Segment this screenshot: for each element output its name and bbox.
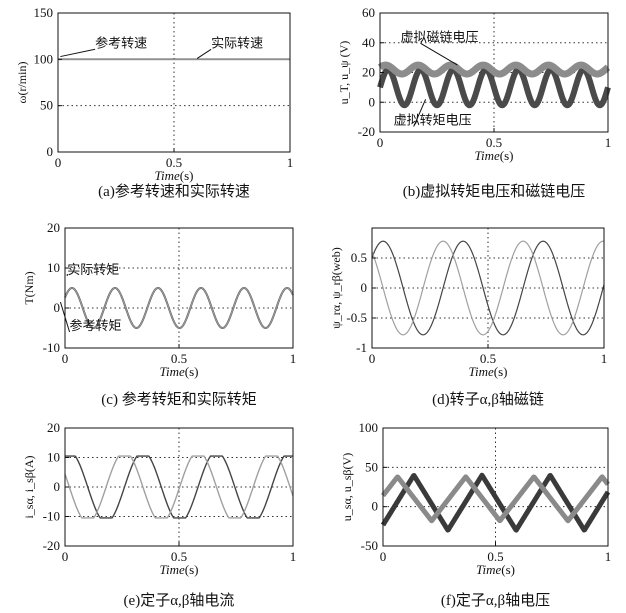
panel-caption: (b)虚拟转矩电压和磁链电压 xyxy=(403,183,586,200)
annotation-label: 虚拟转矩电压 xyxy=(394,113,472,128)
y-tick-label: 100 xyxy=(359,420,379,435)
x-tick-label: 0.5 xyxy=(171,549,187,564)
panel-e: 0 0.5 1 -20 -10 0 10 20 i_sα, i_sβ(A) Time(s) (e)定… xyxy=(22,420,296,609)
y-tick-label: -50 xyxy=(361,538,378,553)
panel-caption: (d)转子α,β轴磁链 xyxy=(432,391,544,408)
y-tick-label: 100 xyxy=(34,51,54,66)
y-tick-label: -20 xyxy=(358,124,375,139)
y-tick-label: 0 xyxy=(47,144,54,159)
series-line-1 xyxy=(377,66,611,109)
y-axis-label: T(Nm) xyxy=(22,271,36,304)
x-tick-label: 0 xyxy=(377,135,384,150)
annotation-label: 参考转速 xyxy=(95,35,147,50)
x-tick-label: 0 xyxy=(62,351,69,366)
y-axis-label: u_sα, u_sβ(V) xyxy=(340,453,354,521)
y-tick-label: 10 xyxy=(47,450,60,465)
x-tick-label: 0 xyxy=(55,155,62,170)
panel-d: 0 0.5 1 -1 -0.5 0 0.5 ψ_rα, ψ_rβ(web) Time(s) (d)… xyxy=(329,227,608,408)
x-tick-label: 1 xyxy=(290,549,297,564)
annotation-leader xyxy=(59,301,71,333)
annotation-label: 实际转矩 xyxy=(67,262,119,277)
x-tick-label: 0 xyxy=(62,549,69,564)
y-tick-label: 10 xyxy=(47,260,60,275)
x-axis-label: Time(s) xyxy=(154,168,193,183)
x-tick-label: 1 xyxy=(601,351,608,366)
series-line-2 xyxy=(64,287,294,329)
x-axis-label: Time(s) xyxy=(474,148,513,163)
y-tick-label: 0 xyxy=(369,94,376,109)
series-line-1 xyxy=(380,472,611,533)
x-axis-label: Time(s) xyxy=(476,562,515,577)
y-tick-label: 0.5 xyxy=(351,250,367,265)
x-tick-label: 1 xyxy=(605,135,612,150)
y-tick-label: -10 xyxy=(43,340,60,355)
y-tick-label: 0 xyxy=(372,499,379,514)
annotation-label: 实际转速 xyxy=(211,35,263,50)
y-tick-label: 20 xyxy=(362,65,375,80)
series-line-1 xyxy=(371,240,605,336)
x-tick-label: 0.5 xyxy=(486,135,502,150)
y-tick-label: 50 xyxy=(365,459,378,474)
y-axis-label: i_sα, i_sβ(A) xyxy=(22,455,36,518)
annotation-leader xyxy=(60,48,96,58)
y-axis-label: u_T, u_ψ (V) xyxy=(337,41,351,105)
x-tick-label: 1 xyxy=(290,351,297,366)
x-tick-label: 0 xyxy=(380,549,387,564)
panel-caption: (e)定子α,β轴电流 xyxy=(124,592,235,609)
panel-caption: (f)定子α,β轴电压 xyxy=(441,592,550,609)
y-tick-label: 150 xyxy=(34,5,54,20)
series-line-2 xyxy=(371,240,605,336)
x-tick-label: 0.5 xyxy=(171,351,187,366)
y-tick-label: 20 xyxy=(47,420,60,435)
y-tick-label: 50 xyxy=(40,98,53,113)
series-line-2 xyxy=(380,474,611,524)
y-tick-label: -1 xyxy=(356,340,367,355)
y-tick-label: 20 xyxy=(47,220,60,235)
x-tick-label: 0.5 xyxy=(487,549,503,564)
panel-a: 0 0.5 1 0 50 100 150 ω(r/min) Time(s) 参考转速 实际转速 (a)… xyxy=(15,5,293,200)
x-axis-label: Time(s) xyxy=(159,562,198,577)
y-axis-label: ω(r/min) xyxy=(15,62,29,104)
y-tick-label: 0 xyxy=(54,479,61,494)
panel-caption: (c) 参考转矩和实际转矩 xyxy=(101,391,256,408)
series-line-1 xyxy=(64,455,294,519)
x-tick-label: 0.5 xyxy=(480,351,496,366)
x-tick-label: 1 xyxy=(605,549,612,564)
y-tick-label: 0 xyxy=(54,300,61,315)
annotation-leader xyxy=(420,42,458,66)
y-tick-label: -10 xyxy=(43,509,60,524)
y-tick-label: 40 xyxy=(362,35,375,50)
annotation-leader xyxy=(196,48,212,59)
y-tick-label: -0.5 xyxy=(346,310,367,325)
x-axis-label: Time(s) xyxy=(468,364,507,379)
y-tick-label: 60 xyxy=(362,5,375,20)
series-line-2 xyxy=(376,61,612,78)
y-axis-label: ψ_rα, ψ_rβ(web) xyxy=(329,247,343,328)
x-tick-label: 0 xyxy=(369,351,376,366)
y-tick-label: 0 xyxy=(361,280,368,295)
annotation-label: 参考转矩 xyxy=(70,318,122,333)
x-tick-label: 1 xyxy=(287,155,294,170)
y-tick-label: -20 xyxy=(43,538,60,553)
panel-caption: (a)参考转速和实际转速 xyxy=(98,183,250,200)
x-axis-label: Time(s) xyxy=(159,364,198,379)
series-line-2 xyxy=(64,455,294,519)
annotation-leader xyxy=(413,99,427,127)
x-tick-label: 0.5 xyxy=(166,155,182,170)
annotation-label: 虚拟磁链电压 xyxy=(401,29,479,44)
